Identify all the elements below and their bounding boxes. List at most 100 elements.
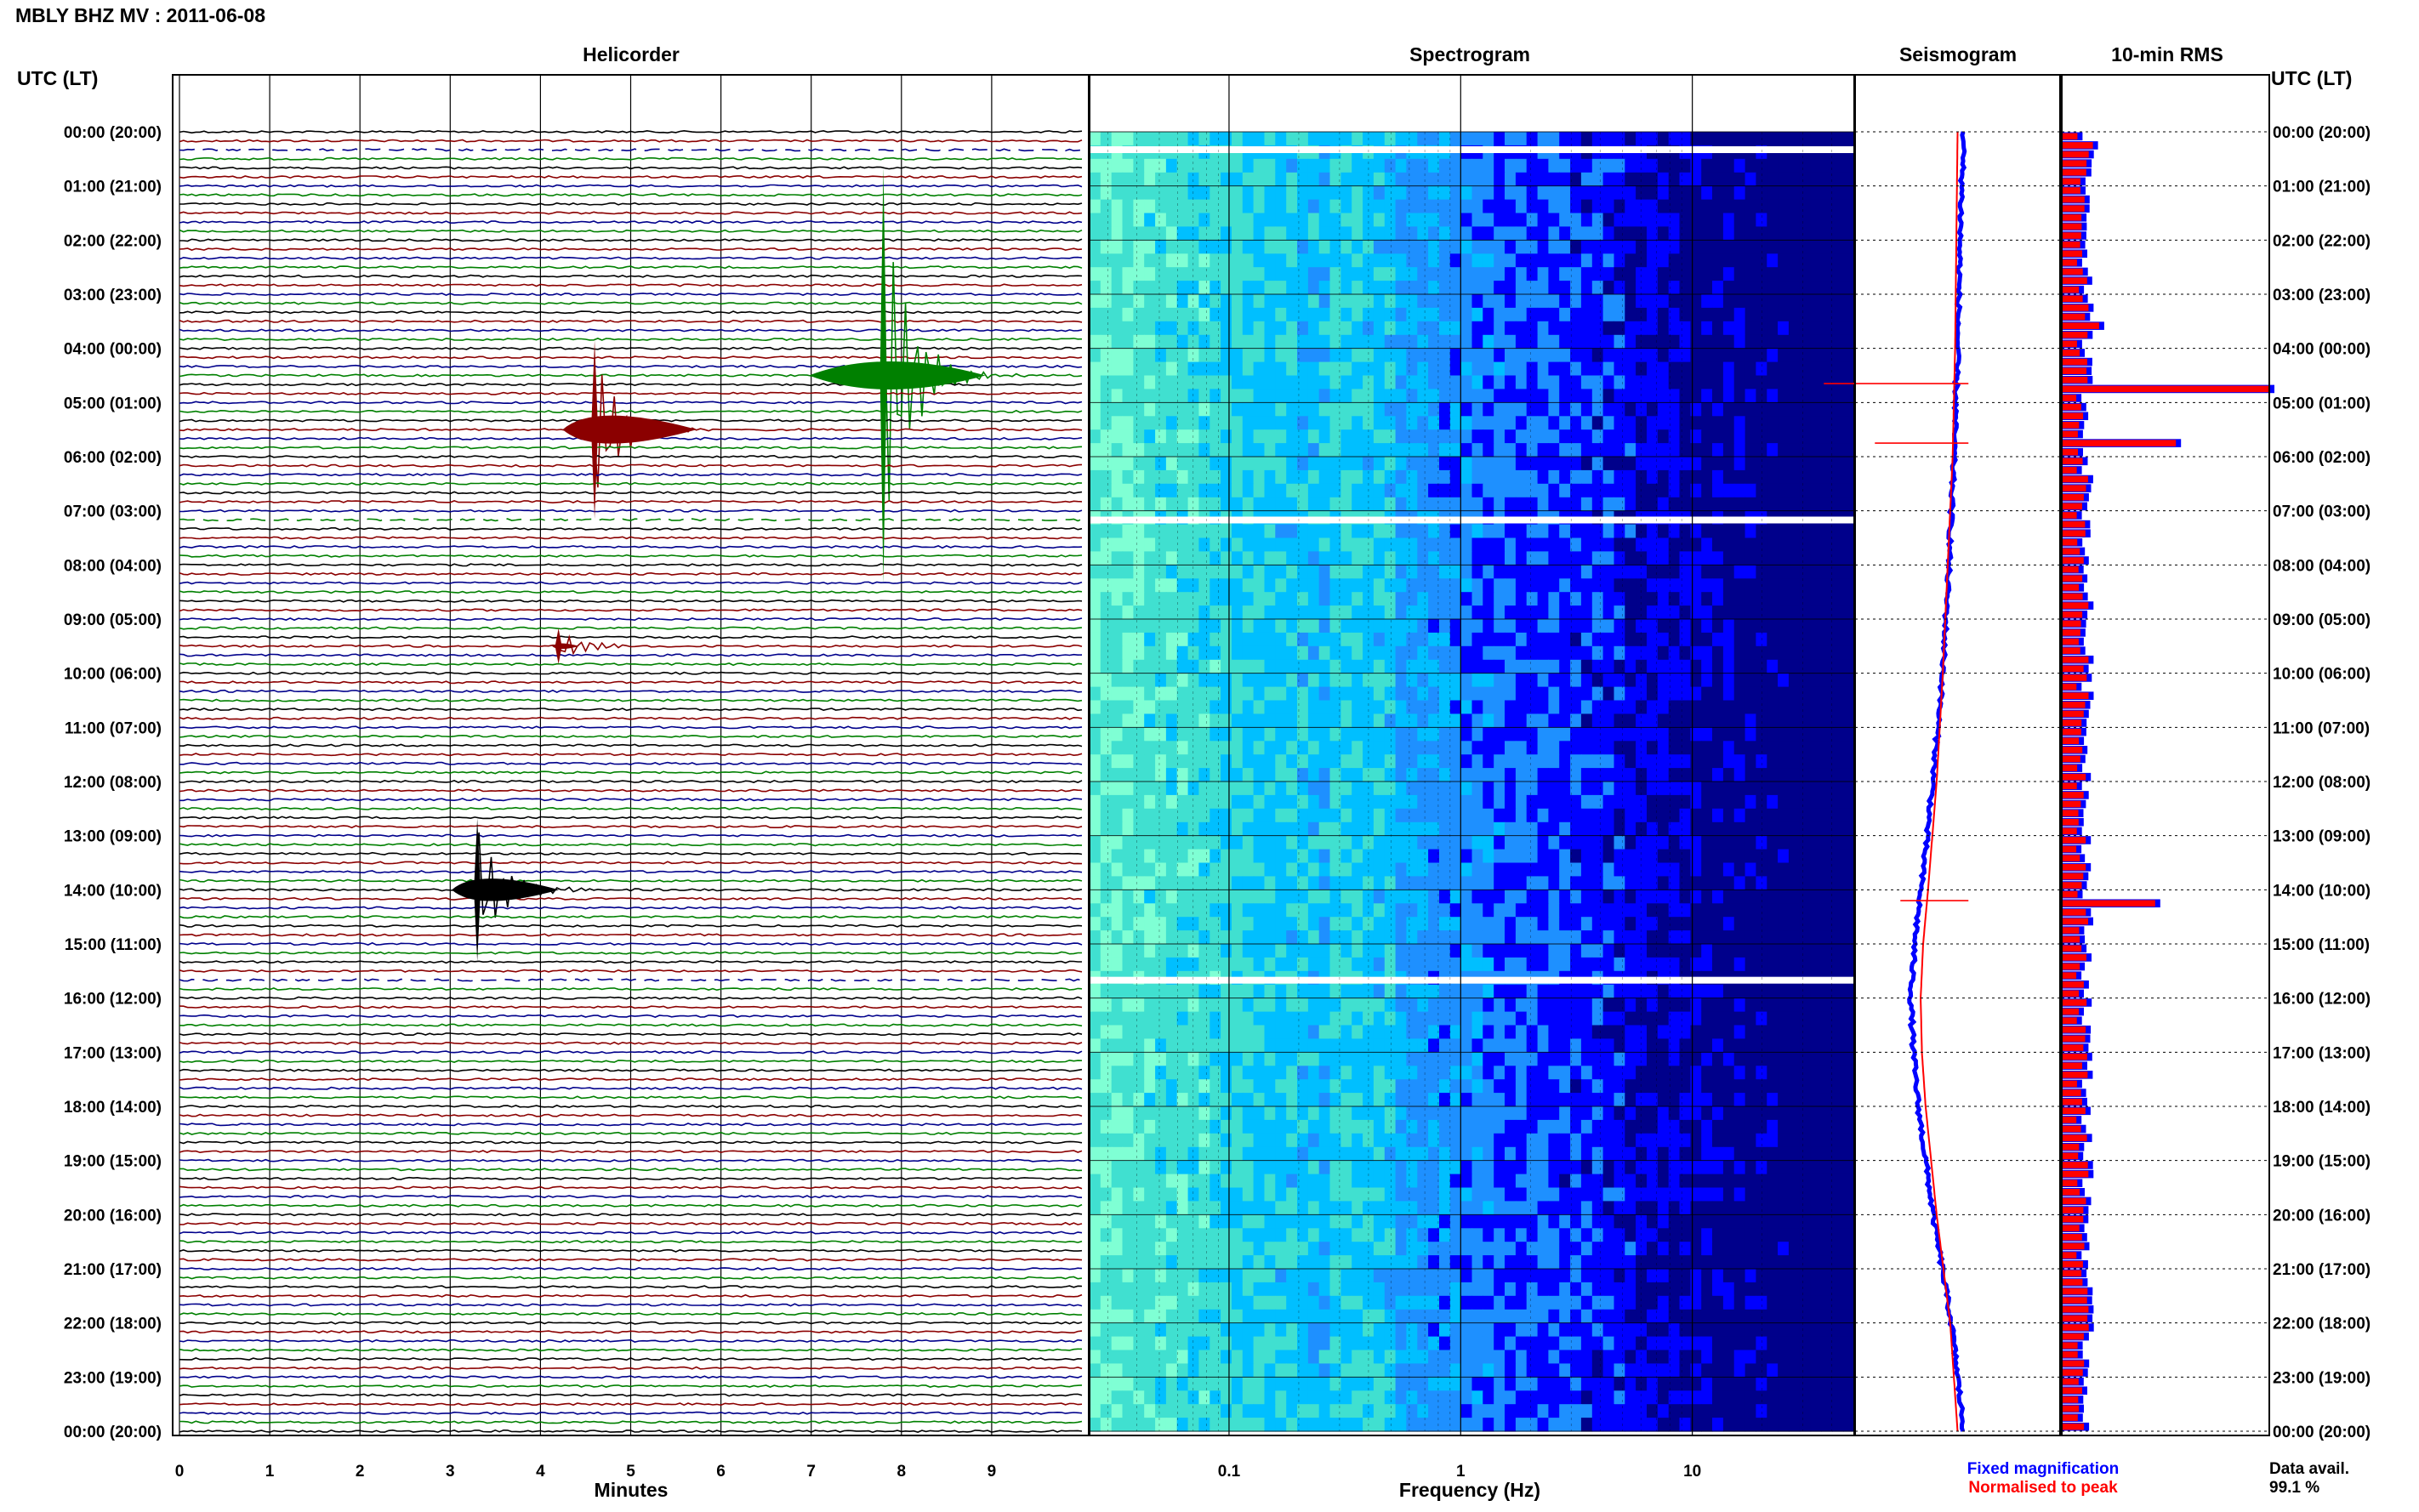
spectrogram-cell [1625,158,1636,173]
spectrogram-cell [1439,619,1451,634]
spectrogram-cell [1559,605,1571,620]
spectrogram-cell [1439,700,1451,714]
spectrogram-cell [1832,1038,1844,1053]
spectrogram-cell [1286,199,1298,214]
spectrogram-cell [1155,416,1167,430]
spectrogram-cell [1395,686,1407,702]
spectrogram-cell [1253,158,1265,173]
spectrogram-cell [1614,592,1625,606]
spectrogram-cell [1494,253,1505,268]
spectrogram-cell [1232,821,1244,837]
spectrogram-cell [1155,645,1167,661]
spectrogram-cell [1460,240,1473,254]
spectrogram-cell [1625,281,1636,295]
spectrogram-cell [1198,158,1210,173]
spectrogram-cell [1821,132,1833,146]
spectrogram-cell [1395,794,1407,810]
spectrogram-cell [1133,700,1145,714]
spectrogram-cell [1417,185,1429,201]
spectrogram-cell [1133,862,1145,877]
spectrogram-cell [1406,240,1418,254]
spectrogram-cell [1591,727,1604,742]
spectrogram-cell [1133,457,1145,471]
spectrogram-cell [1494,619,1505,634]
spectrogram-cell [1580,1052,1593,1066]
spectrogram-cell [1210,930,1221,945]
spectrogram-cell [1221,443,1232,458]
spectrogram-cell [1778,917,1790,931]
spectrogram-cell [1187,294,1199,309]
spectrogram-cell [1745,605,1756,620]
spectrogram-cell [1363,457,1375,471]
spectrogram-cell [1580,917,1593,931]
spectrogram-cell [1133,944,1145,958]
spectrogram-cell [1526,402,1539,417]
spectrogram-cell [1198,294,1210,309]
spectrogram-cell [1483,944,1494,958]
spectrogram-cell [1111,361,1124,377]
spectrogram-cell [1165,659,1178,674]
spectrogram-cell [1449,1052,1462,1066]
spectrogram-cell [1712,565,1724,579]
spectrogram-cell [1580,158,1593,173]
spectrogram-cell [1460,483,1473,498]
spectrogram-cell [1210,903,1221,918]
spectrogram-cell [1090,321,1101,336]
spectrogram-cell [1090,821,1101,837]
spectrogram-cell [1318,1038,1331,1053]
spectrogram-cell [1232,592,1244,606]
spectrogram-cell [1657,483,1670,498]
spectrogram-cell [1111,132,1124,146]
spectrogram-cell [1417,213,1429,227]
spectrogram-cell [1144,713,1156,728]
spectrogram-cell [1483,240,1494,254]
spectrogram-cell [1144,469,1156,485]
spectrogram-cell [1307,808,1320,823]
spectrogram-cell [1395,226,1407,241]
spectrogram-cell [1297,402,1309,417]
spectrogram-cell [1460,1025,1473,1039]
spectrogram-cell [1384,307,1397,322]
spectrogram-cell [1122,754,1134,769]
spectrogram-cell [1778,605,1790,620]
spectrogram-cell [1647,768,1659,782]
spectrogram-cell [1122,876,1134,890]
spectrogram-cell [1297,741,1309,755]
spectrogram-cell [1439,1038,1451,1053]
spectrogram-cell [1165,700,1178,714]
spectrogram-cell [1198,1025,1210,1039]
spectrogram-cell [1286,416,1298,430]
spectrogram-cell [1602,253,1614,268]
spectrogram-cell [1155,821,1167,837]
spectrogram-cell [1843,957,1855,972]
spectrogram-cell [1297,998,1309,1013]
spectrogram-cell [1515,537,1528,552]
spectrogram-cell [1100,267,1113,281]
spectrogram-cell [1657,984,1670,999]
spectrogram-cell [1439,158,1451,173]
spectrogram-cell [1767,537,1779,552]
spectrogram-cell [1417,808,1429,823]
helicorder-trace [179,1104,1083,1109]
spectrogram-cell [1602,281,1614,295]
spectrogram-cell [1363,361,1375,377]
spectrogram-cell [1821,361,1833,377]
spectrogram-cell [1275,619,1287,634]
spectrogram-cell [1286,497,1298,512]
spectrogram-cell [1625,659,1636,674]
spectrogram-cell [1843,321,1855,336]
spectrogram-cell [1264,862,1276,877]
spectrogram-cell [1657,469,1670,485]
spectrogram-cell [1428,903,1440,918]
spectrogram-cell [1318,632,1331,647]
spectrogram-cell [1221,862,1232,877]
spectrogram-cell [1756,917,1767,931]
spectrogram-cell [1460,361,1473,377]
spectrogram-cell [1187,876,1199,890]
spectrogram-cell [1111,483,1124,498]
spectrogram-cell [1832,754,1844,769]
spectrogram-cell [1111,267,1124,281]
spectrogram-cell [1821,551,1833,566]
spectrogram-cell [1537,659,1549,674]
spectrogram-cell [1494,307,1505,322]
